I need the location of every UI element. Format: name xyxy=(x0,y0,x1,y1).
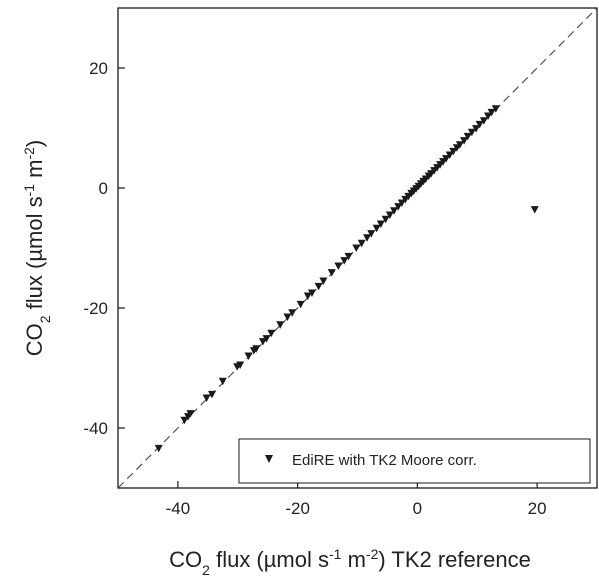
data-point xyxy=(530,206,539,214)
data-point xyxy=(445,151,454,159)
data-point xyxy=(303,292,312,300)
data-point xyxy=(218,377,227,386)
data-point xyxy=(455,141,464,149)
data-point xyxy=(202,394,211,402)
data-point xyxy=(491,105,500,113)
legend-label: EdiRE with TK2 Moore corr. xyxy=(292,452,477,469)
data-point xyxy=(208,390,217,399)
data-point xyxy=(479,117,488,125)
data-point xyxy=(367,230,376,238)
data-point xyxy=(154,444,163,453)
data-point xyxy=(236,361,245,369)
legend-box xyxy=(238,438,591,484)
data-point xyxy=(472,125,481,133)
data-point xyxy=(180,416,189,425)
data-point xyxy=(258,338,267,346)
data-point xyxy=(397,199,406,207)
data-point xyxy=(186,410,195,418)
data-point xyxy=(381,215,390,224)
data-point xyxy=(487,108,496,117)
data-point xyxy=(357,239,366,248)
data-point xyxy=(267,329,276,338)
y-tick-label: -40 xyxy=(83,419,108,438)
data-point xyxy=(385,211,394,219)
data-point xyxy=(327,269,336,277)
data-point xyxy=(344,252,353,261)
x-axis-title: CO2 flux (µmol s-1 m-2) TK2 reference xyxy=(169,546,531,578)
x-tick-label: -40 xyxy=(166,499,191,518)
x-tick-label: 0 xyxy=(413,499,422,518)
data-point xyxy=(334,262,343,270)
data-point xyxy=(288,309,297,317)
data-point xyxy=(475,120,484,129)
y-tick-label: 0 xyxy=(99,179,108,198)
data-point xyxy=(484,112,493,120)
data-point xyxy=(463,132,472,141)
data-point xyxy=(307,289,316,297)
legend-marker-triangle xyxy=(265,455,273,463)
x-tick-label: 20 xyxy=(528,499,547,518)
data-point xyxy=(460,137,469,145)
data-point xyxy=(352,244,361,252)
y-tick-label: 20 xyxy=(89,59,108,78)
data-point xyxy=(244,352,253,360)
data-point xyxy=(276,321,285,329)
data-point xyxy=(319,277,328,285)
data-point xyxy=(283,313,292,321)
data-point xyxy=(390,207,399,215)
data-point xyxy=(376,220,385,228)
data-point xyxy=(449,147,458,156)
y-tick-label: -20 xyxy=(83,299,108,318)
data-point xyxy=(372,224,381,233)
data-point xyxy=(442,155,451,163)
data-point xyxy=(394,203,403,211)
data-point xyxy=(363,234,372,242)
data-point xyxy=(314,282,323,291)
data-point xyxy=(340,257,349,265)
data-point xyxy=(467,128,476,137)
x-tick-label: -20 xyxy=(285,499,310,518)
data-point xyxy=(296,300,305,309)
plot-frame xyxy=(117,7,598,489)
data-point xyxy=(252,345,261,353)
data-point xyxy=(262,335,271,343)
y-axis-title: CO2 flux (µmol s-1 m-2) xyxy=(21,140,53,357)
legend: EdiRE with TK2 Moore corr. xyxy=(238,438,591,484)
